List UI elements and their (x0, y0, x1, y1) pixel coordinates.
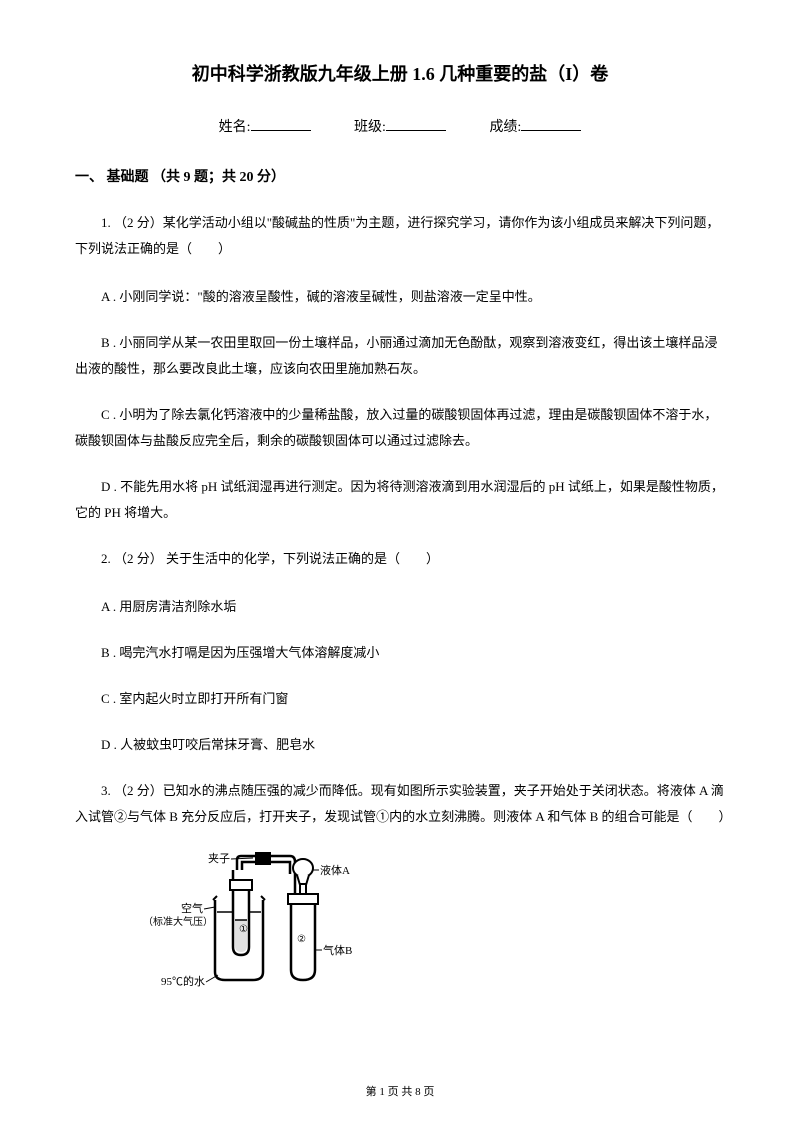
score-blank[interactable] (521, 130, 581, 131)
name-blank[interactable] (251, 130, 311, 131)
score-label: 成绩: (489, 120, 521, 135)
q2-stem: 2. （2 分） 关于生活中的化学，下列说法正确的是（ ） (75, 546, 725, 572)
q1-option-b: B . 小丽同学从某一农田里取回一份土壤样品，小丽通过滴加无色酚酞，观察到溶液变… (75, 330, 725, 382)
q2-option-d: D . 人被蚊虫叮咬后常抹牙膏、肥皂水 (75, 732, 725, 758)
experiment-diagram: 夹子 液体A ① 空气 （标准大气压） 95℃的水 (145, 852, 725, 1004)
tube2-label: ② (297, 934, 306, 945)
q1-option-d: D . 不能先用水将 pH 试纸润湿再进行测定。因为将待测溶液滴到用水润湿后的 … (75, 474, 725, 526)
q1-stem: 1. （2 分）某化学活动小组以"酸碱盐的性质"为主题，进行探究学习，请你作为该… (75, 210, 725, 262)
q2-option-c: C . 室内起火时立即打开所有门窗 (75, 686, 725, 712)
q3-stem: 3. （2 分）已知水的沸点随压强的减少而降低。现有如图所示实验装置，夹子开始处… (75, 778, 725, 830)
q2-option-b: B . 喝完汽水打嗝是因为压强增大气体溶解度减小 (75, 640, 725, 666)
gas-label: 气体B (323, 943, 352, 957)
liquid-label: 液体A (320, 863, 350, 877)
q2-option-a: A . 用厨房清洁剂除水垢 (75, 594, 725, 620)
q1-option-a: A . 小刚同学说："酸的溶液呈酸性，碱的溶液呈碱性，则盐溶液一定呈中性。 (75, 284, 725, 310)
class-label: 班级: (354, 120, 386, 135)
class-blank[interactable] (386, 130, 446, 131)
tube1-label: ① (239, 924, 248, 935)
air-label: 空气 (181, 901, 203, 915)
page-title: 初中科学浙教版九年级上册 1.6 几种重要的盐（I）卷 (75, 60, 725, 89)
page-footer: 第 1 页 共 8 页 (0, 1084, 800, 1102)
q1-option-c: C . 小明为了除去氯化钙溶液中的少量稀盐酸，放入过量的碳酸钡固体再过滤，理由是… (75, 402, 725, 454)
student-info-line: 姓名: 班级: 成绩: (75, 117, 725, 139)
name-label: 姓名: (219, 120, 251, 135)
pressure-label: （标准大气压） (145, 915, 213, 928)
temp-label: 95℃的水 (161, 974, 205, 988)
section-heading: 一、 基础题 （共 9 题；共 20 分） (75, 167, 725, 189)
clip-label: 夹子 (208, 852, 230, 865)
